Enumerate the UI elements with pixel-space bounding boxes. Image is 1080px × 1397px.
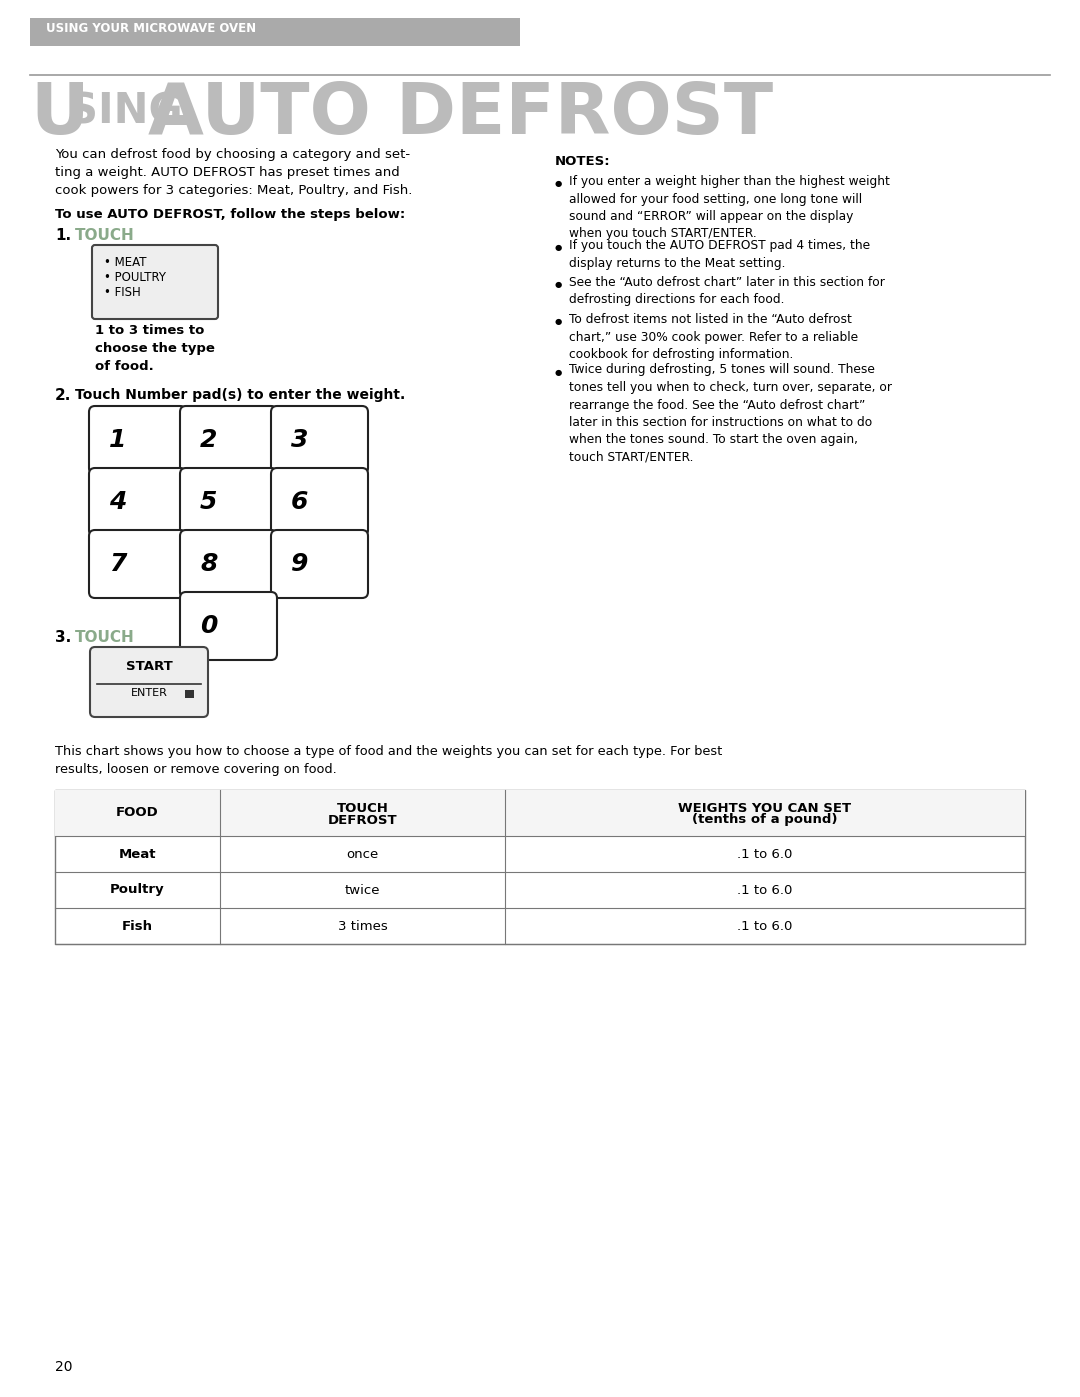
Text: NOTES:: NOTES: bbox=[555, 155, 610, 168]
Text: TOUCH: TOUCH bbox=[337, 802, 389, 814]
Text: 3: 3 bbox=[291, 427, 309, 453]
Text: 9: 9 bbox=[291, 552, 309, 576]
Bar bbox=[55, 789, 1025, 944]
Text: If you enter a weight higher than the highest weight
allowed for your food setti: If you enter a weight higher than the hi… bbox=[569, 175, 890, 240]
Text: TOUCH: TOUCH bbox=[75, 630, 135, 645]
Text: Touch Number pad(s) to enter the weight.: Touch Number pad(s) to enter the weight. bbox=[75, 388, 405, 402]
Bar bbox=[185, 690, 194, 698]
Text: You can defrost food by choosing a category and set-
ting a weight. AUTO DEFROST: You can defrost food by choosing a categ… bbox=[55, 148, 413, 197]
FancyBboxPatch shape bbox=[180, 592, 276, 659]
Text: .1 to 6.0: .1 to 6.0 bbox=[738, 883, 793, 897]
FancyBboxPatch shape bbox=[89, 407, 186, 474]
Bar bbox=[55, 789, 1025, 835]
FancyBboxPatch shape bbox=[89, 468, 186, 536]
Text: Poultry: Poultry bbox=[110, 883, 165, 897]
FancyBboxPatch shape bbox=[271, 407, 368, 474]
FancyBboxPatch shape bbox=[180, 407, 276, 474]
Text: 3 times: 3 times bbox=[338, 919, 388, 933]
Text: • MEAT: • MEAT bbox=[104, 256, 147, 270]
Text: Meat: Meat bbox=[119, 848, 157, 861]
Text: • POULTRY: • POULTRY bbox=[104, 271, 166, 284]
Text: AUTO DEFROST: AUTO DEFROST bbox=[148, 80, 773, 149]
Text: .1 to 6.0: .1 to 6.0 bbox=[738, 848, 793, 861]
Text: 2.: 2. bbox=[55, 388, 71, 402]
Text: once: once bbox=[347, 848, 379, 861]
Text: START: START bbox=[125, 659, 173, 673]
Text: See the “Auto defrost chart” later in this section for
defrosting directions for: See the “Auto defrost chart” later in th… bbox=[569, 277, 885, 306]
FancyBboxPatch shape bbox=[89, 529, 186, 598]
Text: This chart shows you how to choose a type of food and the weights you can set fo: This chart shows you how to choose a typ… bbox=[55, 745, 723, 775]
Text: SING: SING bbox=[68, 89, 183, 131]
FancyBboxPatch shape bbox=[92, 244, 218, 319]
FancyBboxPatch shape bbox=[180, 468, 276, 536]
Text: • FISH: • FISH bbox=[104, 286, 140, 299]
Text: 1.: 1. bbox=[55, 228, 71, 243]
Text: 4: 4 bbox=[109, 490, 126, 514]
Text: FOOD: FOOD bbox=[117, 806, 159, 820]
Text: 0: 0 bbox=[200, 615, 217, 638]
Text: ●: ● bbox=[555, 317, 563, 326]
FancyBboxPatch shape bbox=[180, 529, 276, 598]
Text: ●: ● bbox=[555, 179, 563, 189]
Bar bbox=[30, 18, 519, 46]
FancyBboxPatch shape bbox=[271, 468, 368, 536]
Text: .1 to 6.0: .1 to 6.0 bbox=[738, 919, 793, 933]
Text: 1 to 3 times to
choose the type
of food.: 1 to 3 times to choose the type of food. bbox=[95, 324, 215, 373]
Text: 3.: 3. bbox=[55, 630, 71, 645]
Text: 2: 2 bbox=[200, 427, 217, 453]
Text: ●: ● bbox=[555, 367, 563, 377]
Text: WEIGHTS YOU CAN SET: WEIGHTS YOU CAN SET bbox=[678, 802, 851, 814]
Text: Fish: Fish bbox=[122, 919, 153, 933]
Text: 8: 8 bbox=[200, 552, 217, 576]
Text: (tenths of a pound): (tenths of a pound) bbox=[692, 813, 838, 827]
Text: DEFROST: DEFROST bbox=[327, 813, 397, 827]
Text: To defrost items not listed in the “Auto defrost
chart,” use 30% cook power. Ref: To defrost items not listed in the “Auto… bbox=[569, 313, 859, 360]
Text: twice: twice bbox=[345, 883, 380, 897]
Text: TOUCH: TOUCH bbox=[75, 228, 135, 243]
Text: 7: 7 bbox=[109, 552, 126, 576]
Text: 1: 1 bbox=[109, 427, 126, 453]
Text: USING YOUR MICROWAVE OVEN: USING YOUR MICROWAVE OVEN bbox=[46, 22, 256, 35]
Text: If you touch the AUTO DEFROST pad 4 times, the
display returns to the Meat setti: If you touch the AUTO DEFROST pad 4 time… bbox=[569, 239, 870, 270]
FancyBboxPatch shape bbox=[90, 647, 208, 717]
Text: U: U bbox=[30, 80, 89, 149]
FancyBboxPatch shape bbox=[271, 529, 368, 598]
Text: Twice during defrosting, 5 tones will sound. These
tones tell you when to check,: Twice during defrosting, 5 tones will so… bbox=[569, 363, 892, 464]
Text: To use AUTO DEFROST, follow the steps below:: To use AUTO DEFROST, follow the steps be… bbox=[55, 208, 405, 221]
Text: ●: ● bbox=[555, 279, 563, 289]
Text: ENTER: ENTER bbox=[131, 687, 167, 698]
Text: 5: 5 bbox=[200, 490, 217, 514]
Text: 6: 6 bbox=[291, 490, 309, 514]
Text: 20: 20 bbox=[55, 1361, 72, 1375]
Text: ●: ● bbox=[555, 243, 563, 251]
